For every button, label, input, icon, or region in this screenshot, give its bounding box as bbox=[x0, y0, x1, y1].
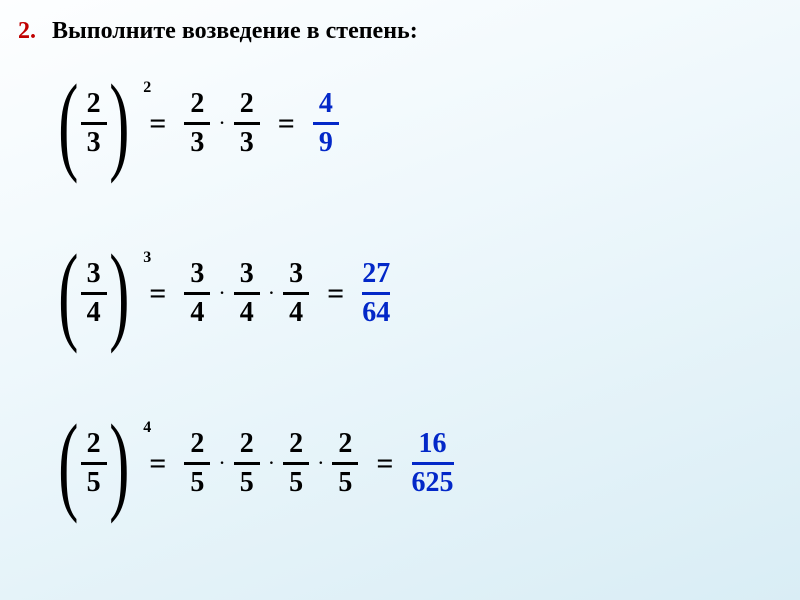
dot: · bbox=[219, 285, 224, 303]
exponent: 2 bbox=[143, 79, 151, 97]
left-paren: ( bbox=[58, 255, 78, 332]
numerator: 4 bbox=[313, 90, 339, 118]
equals-sign: = bbox=[278, 107, 295, 141]
numerator: 2 bbox=[81, 430, 107, 458]
fraction-bar bbox=[332, 462, 358, 465]
fraction-bar bbox=[184, 462, 210, 465]
base-fraction: 2 5 bbox=[81, 430, 107, 497]
numerator: 3 bbox=[234, 260, 260, 288]
expansion-fraction: 3 4 bbox=[184, 260, 210, 327]
numerator: 3 bbox=[81, 260, 107, 288]
fraction-bar bbox=[362, 292, 390, 295]
equals-sign: = bbox=[327, 277, 344, 311]
fraction-bar bbox=[234, 462, 260, 465]
denominator: 3 bbox=[234, 129, 260, 157]
page-title: 2. Выполните возведение в степень: bbox=[18, 18, 418, 45]
base-fraction: 2 3 bbox=[81, 90, 107, 157]
dot: · bbox=[269, 455, 274, 473]
denominator: 625 bbox=[412, 469, 454, 497]
task-number: 2. bbox=[18, 18, 36, 44]
numerator: 2 bbox=[283, 430, 309, 458]
denominator: 5 bbox=[184, 469, 210, 497]
fraction-bar bbox=[184, 292, 210, 295]
denominator: 5 bbox=[234, 469, 260, 497]
power-group: ( 2 3 ) 2 bbox=[50, 85, 137, 162]
expansion-fraction: 2 3 bbox=[184, 90, 210, 157]
right-paren: ) bbox=[109, 85, 129, 162]
left-paren: ( bbox=[58, 85, 78, 162]
expansion-fraction: 3 4 bbox=[234, 260, 260, 327]
equals-sign: = bbox=[376, 447, 393, 481]
numerator: 2 bbox=[234, 90, 260, 118]
fraction-bar bbox=[234, 122, 260, 125]
numerator: 2 bbox=[332, 430, 358, 458]
denominator: 4 bbox=[283, 299, 309, 327]
expansion-fraction: 2 5 bbox=[332, 430, 358, 497]
fraction-bar bbox=[283, 462, 309, 465]
result-fraction: 4 9 bbox=[313, 90, 339, 157]
denominator: 9 bbox=[313, 129, 339, 157]
denominator: 5 bbox=[81, 469, 107, 497]
equation-2: ( 3 4 ) 3 = 3 4 · 3 4 · 3 4 = 27 64 bbox=[50, 255, 396, 332]
numerator: 3 bbox=[283, 260, 309, 288]
equals-sign: = bbox=[149, 447, 166, 481]
numerator: 27 bbox=[362, 260, 390, 288]
power-group: ( 2 5 ) 4 bbox=[50, 425, 137, 502]
fraction-bar bbox=[81, 462, 107, 465]
power-group: ( 3 4 ) 3 bbox=[50, 255, 137, 332]
equation-3: ( 2 5 ) 4 = 2 5 · 2 5 · 2 5 · 2 5 = 16 6… bbox=[50, 425, 460, 502]
numerator: 2 bbox=[234, 430, 260, 458]
fraction-bar bbox=[412, 462, 454, 465]
dot: · bbox=[219, 115, 224, 133]
equation-1: ( 2 3 ) 2 = 2 3 · 2 3 = 4 9 bbox=[50, 85, 345, 162]
denominator: 4 bbox=[81, 299, 107, 327]
numerator: 2 bbox=[184, 90, 210, 118]
equals-sign: = bbox=[149, 107, 166, 141]
fraction-bar bbox=[81, 292, 107, 295]
denominator: 3 bbox=[184, 129, 210, 157]
denominator: 4 bbox=[234, 299, 260, 327]
fraction-bar bbox=[81, 122, 107, 125]
fraction-bar bbox=[184, 122, 210, 125]
expansion-fraction: 2 5 bbox=[184, 430, 210, 497]
equals-sign: = bbox=[149, 277, 166, 311]
exponent: 4 bbox=[143, 419, 151, 437]
numerator: 2 bbox=[184, 430, 210, 458]
base-fraction: 3 4 bbox=[81, 260, 107, 327]
numerator: 3 bbox=[184, 260, 210, 288]
numerator: 16 bbox=[419, 430, 447, 458]
left-paren: ( bbox=[58, 425, 78, 502]
dot: · bbox=[318, 455, 323, 473]
denominator: 3 bbox=[81, 129, 107, 157]
fraction-bar bbox=[283, 292, 309, 295]
dot: · bbox=[219, 455, 224, 473]
result-fraction: 16 625 bbox=[412, 430, 454, 497]
numerator: 2 bbox=[81, 90, 107, 118]
expansion-fraction: 2 3 bbox=[234, 90, 260, 157]
denominator: 64 bbox=[362, 299, 390, 327]
exponent: 3 bbox=[143, 249, 151, 267]
result-fraction: 27 64 bbox=[362, 260, 390, 327]
expansion-fraction: 2 5 bbox=[283, 430, 309, 497]
right-paren: ) bbox=[109, 425, 129, 502]
right-paren: ) bbox=[109, 255, 129, 332]
expansion-fraction: 3 4 bbox=[283, 260, 309, 327]
fraction-bar bbox=[313, 122, 339, 125]
fraction-bar bbox=[234, 292, 260, 295]
denominator: 4 bbox=[184, 299, 210, 327]
denominator: 5 bbox=[283, 469, 309, 497]
task-text: Выполните возведение в степень: bbox=[52, 18, 418, 44]
denominator: 5 bbox=[332, 469, 358, 497]
dot: · bbox=[269, 285, 274, 303]
expansion-fraction: 2 5 bbox=[234, 430, 260, 497]
